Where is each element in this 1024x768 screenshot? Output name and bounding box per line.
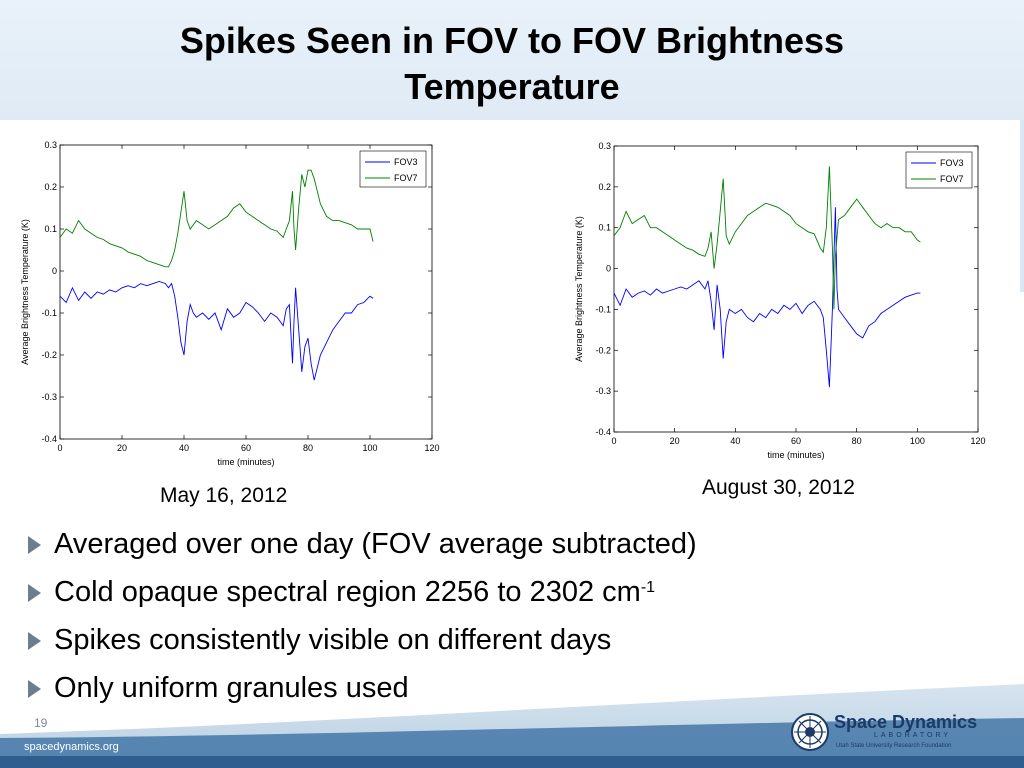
date-label-may-16: May 16, 2012 (160, 484, 288, 507)
x-tick-label: 20 (670, 436, 680, 446)
website-url: spacedynamics.org (24, 741, 119, 753)
legend-label: FOV7 (940, 174, 964, 184)
bullet-text: Cold opaque spectral region 2256 to 2302… (54, 574, 655, 610)
bullet-superscript: -1 (640, 579, 656, 596)
x-tick-label: 120 (424, 443, 439, 453)
sdl-logo: Space Dynamics LABORATORY Utah State Uni… (790, 708, 998, 756)
bullet-text-main: Cold opaque spectral region 2256 to 2302… (54, 576, 641, 608)
series-line-fov7 (613, 166, 921, 310)
logo-name: Space Dynamics (834, 712, 978, 732)
logo-organization: Utah State University Research Foundatio… (836, 743, 952, 749)
bullet-text: Spikes consistently visible on different… (54, 624, 612, 656)
x-axis-label: time (minutes) (217, 457, 274, 467)
x-tick-label: 0 (57, 443, 62, 453)
x-tick-label: 100 (362, 443, 377, 453)
legend-label: FOV3 (394, 157, 418, 167)
triangle-right-icon (28, 536, 41, 554)
x-tick-label: 80 (303, 443, 313, 453)
x-tick-label: 20 (117, 443, 127, 453)
background-strip (1020, 120, 1024, 292)
title-line-1: Spikes Seen in FOV to FOV Brightness (179, 20, 845, 61)
series-line-fov7 (59, 169, 374, 268)
series-line-fov3 (613, 207, 921, 388)
chart-may-16: 0 20 40 60 80 100 120 -0.4 -0.3 -0.2 -0.1 0 0.1 0.2 0.… (10, 130, 450, 475)
x-tick-label: 80 (852, 436, 862, 446)
y-tick-label: 0 (606, 264, 611, 274)
footer-wave (0, 684, 1024, 768)
legend-box (905, 151, 973, 189)
logo-subtitle: LABORATORY (874, 732, 952, 739)
y-tick-label: -0.3 (595, 386, 611, 396)
bullet-text: Only uniform granules used (54, 672, 409, 704)
y-axis-label: Average Brightness Temperature (K) (574, 216, 584, 362)
plot-area (613, 145, 979, 433)
y-tick-label: 0 (52, 266, 57, 276)
legend-label: FOV3 (940, 158, 964, 168)
x-axis-label: time (minutes) (767, 450, 824, 460)
bullet-text: Averaged over one day (FOV average subtr… (54, 528, 697, 560)
y-tick-label: -0.2 (41, 350, 57, 360)
y-tick-label: 0.3 (44, 140, 57, 150)
y-tick-label: 0.2 (44, 182, 57, 192)
legend-box (359, 150, 427, 188)
y-tick-label: -0.1 (595, 304, 611, 314)
triangle-right-icon (28, 584, 41, 602)
x-tick-label: 120 (970, 436, 985, 446)
chart-august-30-svg: 0 20 40 60 80 100 120 -0.4 -0.3 -0.2 -0.1 0 0.1 0.2 0.… (574, 141, 986, 460)
series-line-fov3 (59, 281, 374, 381)
triangle-right-icon (28, 632, 41, 650)
y-tick-label: -0.3 (41, 392, 57, 402)
x-tick-label: 40 (730, 436, 740, 446)
title-band (0, 0, 1024, 120)
x-tick-label: 60 (791, 436, 801, 446)
triangle-right-icon (28, 680, 41, 698)
y-tick-label: -0.4 (41, 434, 57, 444)
x-tick-label: 60 (241, 443, 251, 453)
footer (0, 684, 1024, 768)
title-line-2: Temperature (404, 66, 620, 107)
y-axis-label: Average Brightness Temperature (K) (20, 219, 30, 365)
legend-label: FOV7 (394, 173, 418, 183)
y-tick-label: -0.1 (41, 308, 57, 318)
page-number: 19 (34, 716, 48, 730)
y-tick-label: 0.1 (44, 224, 57, 234)
date-label-august-30: August 30, 2012 (702, 476, 855, 499)
y-tick-label: 0.2 (598, 182, 611, 192)
plot-area (59, 144, 433, 440)
slide-title: Spikes Seen in FOV to FOV Brightness Tem… (0, 18, 1024, 110)
chart-august-30: 0 20 40 60 80 100 120 -0.4 -0.3 -0.2 -0.1 0 0.1 0.2 0.… (566, 130, 996, 465)
y-tick-label: -0.4 (595, 427, 611, 437)
sdl-seal-icon (791, 713, 829, 751)
chart-may-16-svg: 0 20 40 60 80 100 120 -0.4 -0.3 -0.2 -0.1 0 0.1 0.2 0.… (20, 140, 440, 467)
x-tick-label: 40 (179, 443, 189, 453)
x-tick-label: 0 (611, 436, 616, 446)
y-tick-label: 0.3 (598, 141, 611, 151)
y-tick-label: -0.2 (595, 345, 611, 355)
x-tick-label: 100 (910, 436, 925, 446)
y-tick-label: 0.1 (598, 223, 611, 233)
